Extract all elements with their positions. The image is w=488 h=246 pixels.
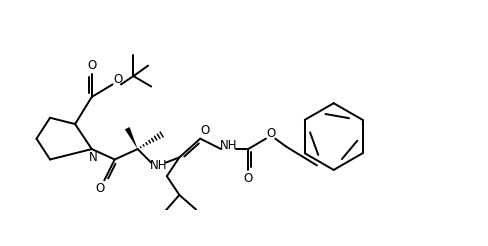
Text: N: N	[88, 151, 97, 164]
Text: O: O	[266, 127, 276, 140]
Text: O: O	[87, 59, 97, 72]
Text: O: O	[113, 73, 122, 86]
Polygon shape	[125, 127, 138, 149]
Text: NH: NH	[150, 159, 167, 172]
Text: NH: NH	[220, 139, 237, 153]
Text: O: O	[96, 182, 105, 195]
Text: O: O	[201, 124, 210, 137]
Text: O: O	[244, 172, 253, 185]
